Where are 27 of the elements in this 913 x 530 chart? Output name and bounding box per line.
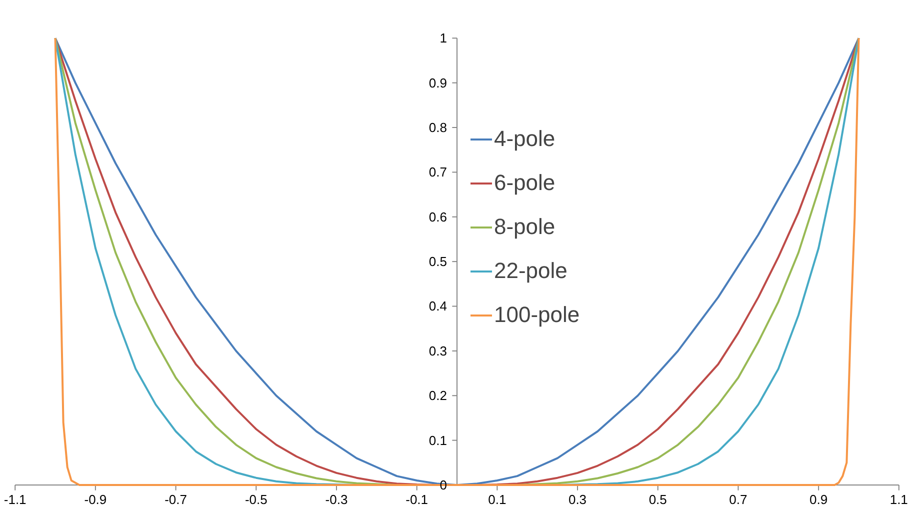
x-tick-label: -0.5 xyxy=(244,492,268,507)
legend-label: 22-pole xyxy=(494,258,568,284)
y-tick-label: 0.2 xyxy=(428,388,448,404)
y-tick-label: 1 xyxy=(440,30,448,46)
y-tick-label: 0.9 xyxy=(428,75,448,90)
legend-label: 4-pole xyxy=(494,126,556,152)
y-tick-label: 0.6 xyxy=(428,209,448,224)
x-tick-label: -0.9 xyxy=(84,492,107,507)
x-tick-label: 0.5 xyxy=(648,492,667,507)
x-tick-label: 0.9 xyxy=(810,492,828,507)
x-tick-label: 0.7 xyxy=(729,492,748,507)
y-tick-label: 0.7 xyxy=(428,164,448,180)
legend-label: 100-pole xyxy=(494,302,580,328)
y-tick-label: 0.5 xyxy=(428,254,448,270)
legend-label: 6-pole xyxy=(494,170,556,196)
legend-label: 8-pole xyxy=(494,214,556,240)
x-tick-label: 0.3 xyxy=(568,492,587,507)
y-tick-label: 0.1 xyxy=(428,432,448,448)
y-tick-label: 0.4 xyxy=(428,298,448,314)
y-tick-label: 0.8 xyxy=(428,120,448,136)
x-tick-label: -1.1 xyxy=(4,492,26,507)
x-tick-label: -0.3 xyxy=(325,492,348,507)
x-tick-label: 0.1 xyxy=(488,492,506,507)
x-tick-label: 1.1 xyxy=(890,492,908,507)
x-tick-label: -0.1 xyxy=(406,492,428,507)
x-tick-label: -0.7 xyxy=(164,492,187,507)
y-tick-label: 0.3 xyxy=(428,343,448,358)
